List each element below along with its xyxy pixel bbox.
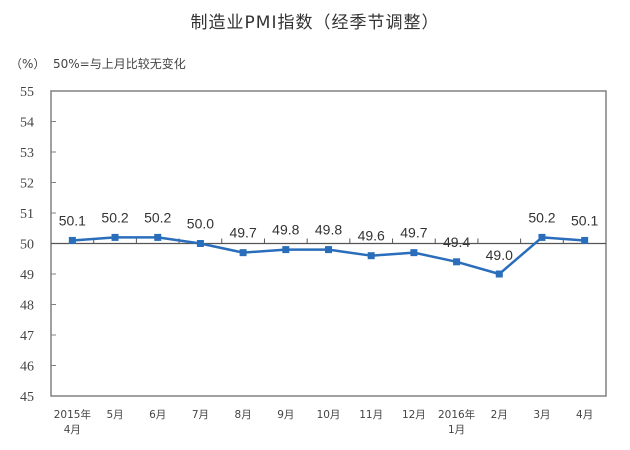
x-tick-label: 6月 (149, 409, 166, 421)
data-point-marker (325, 246, 332, 254)
x-tick-label: 9月 (277, 409, 294, 421)
data-point-marker (410, 249, 418, 257)
y-axis: 45 46 47 48 49 50 51 52 53 54 55 (20, 85, 56, 405)
y-axis-unit: （%） (10, 57, 46, 71)
data-label: 50.2 (528, 209, 555, 225)
y-tick-label: 55 (20, 85, 34, 100)
data-point-marker (538, 233, 546, 241)
data-label: 49.7 (400, 225, 427, 241)
y-tick-label: 46 (20, 360, 34, 375)
x-tick-label: 3月 (533, 409, 550, 421)
y-tick-label: 45 (20, 390, 34, 405)
data-label: 50.2 (144, 209, 171, 225)
y-tick-label: 52 (20, 177, 34, 192)
pmi-series (68, 233, 589, 278)
data-point-marker (495, 270, 503, 278)
x-tick-label: 2015年 4月 (54, 408, 91, 436)
x-tick-label: 2月 (491, 409, 508, 421)
data-point-marker (581, 236, 589, 244)
data-label: 49.8 (315, 222, 342, 238)
data-label: 50.1 (59, 212, 86, 228)
x-tick-label: 2016年 1月 (438, 408, 475, 436)
data-label: 49.0 (486, 247, 513, 263)
data-label: 49.7 (229, 225, 256, 241)
x-tick-label: 7月 (192, 409, 209, 421)
data-point-marker (154, 233, 162, 241)
data-label: 49.4 (443, 234, 470, 250)
reference-line-50 (51, 238, 606, 245)
x-tick-label: 4月 (576, 409, 593, 421)
data-point-marker (239, 249, 247, 257)
x-tick-label: 8月 (235, 409, 252, 421)
data-point-marker (367, 252, 375, 260)
data-point-marker (196, 240, 204, 247)
data-point-marker (68, 236, 76, 244)
chart-title: 制造业PMI指数（经季节调整） (190, 13, 440, 33)
x-axis: 2015年 4月 5月 6月 7月 8月 9月 10月 11月 12月 2016年 1月 2月 3月 4月 (54, 408, 594, 436)
y-tick-label: 48 (20, 299, 34, 314)
y-tick-label: 54 (20, 116, 34, 131)
x-tick-label: 10月 (317, 409, 341, 421)
data-point-marker (282, 246, 290, 254)
data-label: 49.8 (272, 222, 299, 238)
data-label: 49.6 (358, 228, 385, 244)
x-tick-label: 12月 (402, 409, 426, 421)
x-tick-label: 5月 (106, 409, 123, 421)
data-labels: 50.1 50.2 50.2 50.0 49.7 49.8 49.8 49.6 49.7 49.4… (59, 209, 599, 263)
x-tick-label: 11月 (359, 409, 383, 421)
data-label: 50.1 (571, 212, 598, 228)
y-tick-label: 53 (20, 146, 34, 161)
data-label: 50.2 (101, 209, 128, 225)
data-point-marker (111, 233, 119, 241)
y-tick-label: 51 (20, 207, 34, 222)
y-tick-label: 50 (20, 238, 34, 253)
reference-note: 50%=与上月比较无变化 (53, 57, 186, 71)
data-label: 50.0 (187, 216, 214, 232)
y-tick-label: 47 (20, 329, 34, 344)
data-point-marker (453, 258, 461, 266)
y-tick-label: 49 (20, 268, 34, 283)
